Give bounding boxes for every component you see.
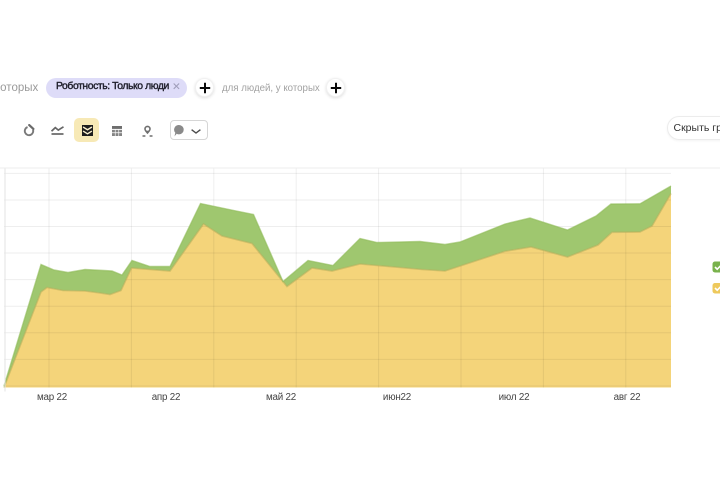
svg-text:июн22: июн22 xyxy=(383,392,411,403)
svg-text:май 22: май 22 xyxy=(266,392,296,403)
svg-text:авг 22: авг 22 xyxy=(614,392,641,403)
svg-text:апр 22: апр 22 xyxy=(152,392,181,403)
svg-text:июл 22: июл 22 xyxy=(499,392,530,403)
svg-text:мар 22: мар 22 xyxy=(37,392,67,403)
